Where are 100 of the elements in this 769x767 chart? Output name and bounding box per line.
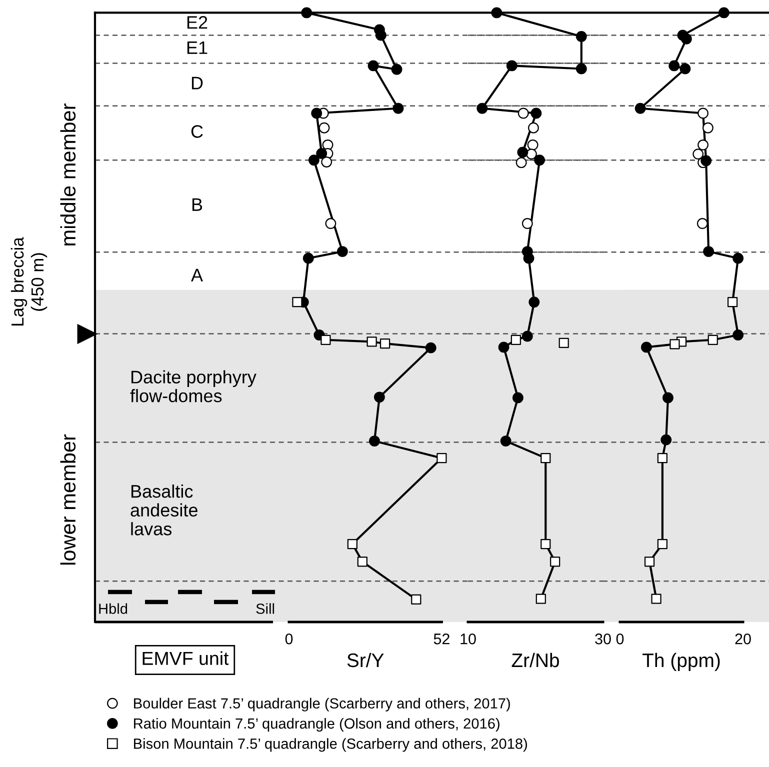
text: D: [192, 76, 203, 90]
point: [696, 218, 708, 229]
x-tick-label: 0: [285, 634, 293, 644]
x-tick-label: 20: [735, 634, 751, 644]
point: [325, 218, 336, 229]
point: [292, 297, 302, 308]
point: [320, 334, 331, 345]
point: [732, 330, 744, 340]
x-axis-title: Zr/Nb: [512, 652, 559, 668]
point: [640, 342, 652, 353]
point: [336, 246, 348, 258]
point: [302, 252, 314, 264]
point: [392, 102, 404, 114]
text: C: [191, 125, 203, 138]
point: [518, 108, 529, 119]
point: [530, 108, 542, 119]
point: [700, 155, 712, 166]
point: [368, 60, 379, 72]
point: [510, 334, 521, 345]
x-axis-title: Sr/Y: [347, 652, 384, 668]
point: [526, 148, 537, 160]
point: [536, 594, 546, 604]
point: [680, 63, 691, 74]
text: EMVF unit: [142, 651, 229, 666]
point: [506, 60, 518, 72]
text: lower member: [60, 434, 76, 565]
point: [500, 436, 512, 447]
text: Hbld: [99, 603, 128, 614]
point: [321, 156, 332, 168]
point: [491, 7, 502, 18]
point: [540, 453, 551, 464]
legend-label: Bison Mountain 7.5’ quadrangle (Scarberry and others, 2018): [134, 738, 527, 752]
x-tick-label: 10: [460, 634, 476, 644]
point: [522, 330, 533, 342]
x-axis-title: Th (ppm): [642, 652, 720, 672]
text: Basaltic andesite lavas: [130, 484, 198, 536]
point: [727, 297, 738, 308]
point: [517, 146, 528, 158]
point: [698, 139, 708, 150]
point: [366, 336, 377, 347]
point: [311, 108, 322, 119]
point: [425, 342, 436, 354]
point: [498, 342, 510, 353]
point: [670, 339, 680, 350]
point: [527, 139, 538, 150]
point: [668, 60, 680, 72]
point: [534, 154, 546, 166]
point: [576, 63, 587, 74]
point: [391, 64, 402, 75]
point: [718, 7, 730, 18]
point: [692, 148, 704, 160]
point: [411, 594, 422, 605]
point: [301, 7, 312, 18]
point: [660, 434, 672, 446]
point: [318, 122, 330, 134]
point: [644, 556, 655, 567]
text: Sill: [256, 603, 274, 614]
point: [347, 538, 358, 550]
point: [516, 157, 527, 168]
point: [662, 392, 674, 404]
point: [374, 392, 385, 403]
point: [576, 30, 587, 42]
text: Lag breccia (450 m): [10, 237, 48, 326]
point: [540, 538, 551, 550]
text: E1: [187, 42, 208, 54]
text: B: [192, 198, 202, 211]
point: [308, 154, 320, 166]
point: [528, 296, 540, 308]
legend-label: Ratio Mountain 7.5’ quadrangle (Olson and others, 2016): [134, 718, 500, 732]
point: [375, 30, 386, 41]
point: [512, 392, 524, 404]
point: [698, 108, 708, 119]
legend-label: Boulder East 7.5’ quadrangle (Scarberry and others, 2017): [134, 698, 510, 712]
x-tick-label: 30: [595, 634, 611, 644]
point: [357, 556, 368, 567]
point: [380, 338, 390, 349]
point: [522, 218, 533, 229]
point: [651, 594, 662, 604]
text: middle member: [60, 104, 76, 246]
point: [550, 556, 560, 567]
point: [528, 122, 539, 134]
point: [436, 453, 447, 464]
point: [316, 148, 328, 159]
x-tick-label: 0: [616, 634, 624, 644]
point: [732, 252, 744, 264]
point: [558, 338, 569, 348]
point: [657, 453, 668, 464]
text: A: [191, 268, 203, 282]
point: [634, 102, 646, 114]
point: [368, 436, 380, 447]
point: [476, 102, 488, 114]
point: [703, 246, 714, 258]
point: [657, 538, 668, 550]
point: [708, 334, 718, 345]
text: Dacite porphyry flow-domes: [130, 370, 256, 402]
point: [702, 122, 714, 134]
point: [523, 252, 534, 264]
text: E2: [187, 16, 208, 29]
point: [680, 33, 692, 44]
x-tick-label: 52: [434, 634, 450, 644]
